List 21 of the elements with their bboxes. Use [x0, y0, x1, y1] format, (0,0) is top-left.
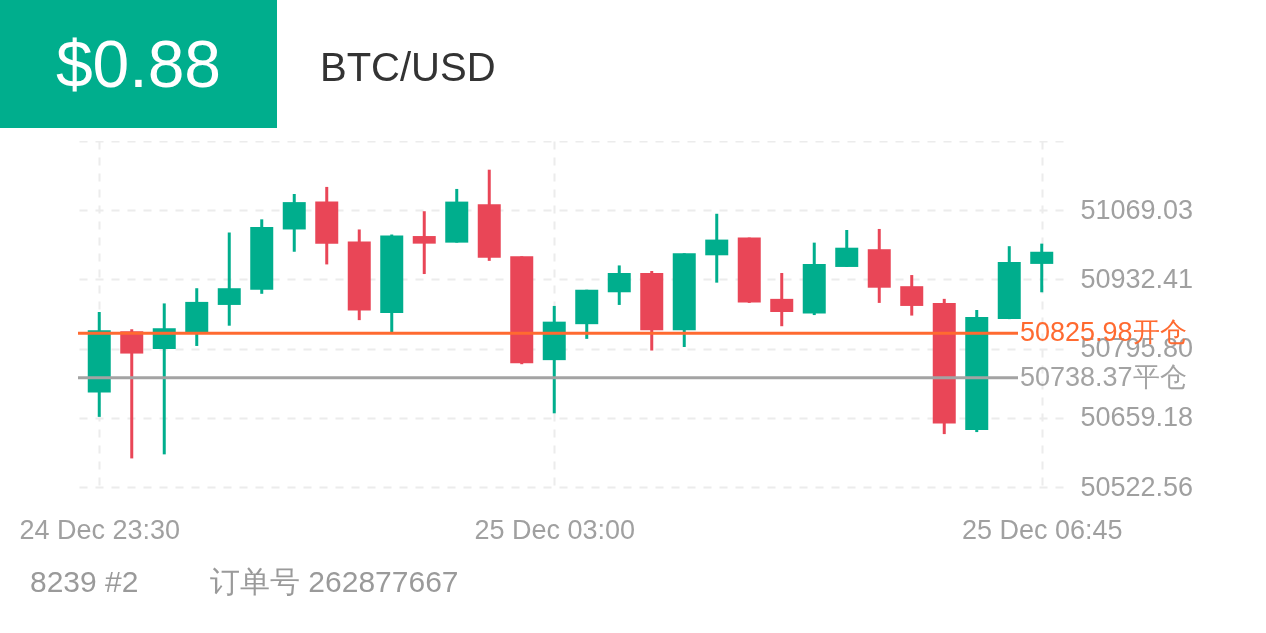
y-tick-label: 50522.56	[1080, 471, 1194, 502]
candlestick	[217, 232, 241, 326]
candlestick	[412, 211, 436, 276]
y-tick-label: 50659.18	[1080, 402, 1194, 433]
y-tick-label: 51069.03	[1080, 194, 1194, 225]
text: 订单号 262877667	[210, 564, 459, 600]
x-tick-label: 25 Dec 03:00	[474, 514, 636, 545]
candlestick	[705, 212, 729, 283]
text: 8239 #2	[30, 564, 139, 600]
ref-line-label: 50738.37平仓	[1020, 361, 1187, 392]
x-tick-label: 24 Dec 23:30	[19, 514, 181, 545]
candlestick	[1030, 243, 1054, 293]
y-tick-label: 50932.41	[1080, 263, 1194, 294]
candlestick	[835, 229, 859, 267]
candlestick	[120, 329, 144, 459]
chart-title: $0.88	[0, 0, 277, 128]
candlestick	[900, 275, 924, 316]
candlestick	[607, 265, 631, 305]
x-tick-label: 25 Dec 06:45	[961, 514, 1123, 545]
candlestick	[770, 273, 794, 328]
chart-subtitle: BTC/USD	[320, 44, 496, 91]
